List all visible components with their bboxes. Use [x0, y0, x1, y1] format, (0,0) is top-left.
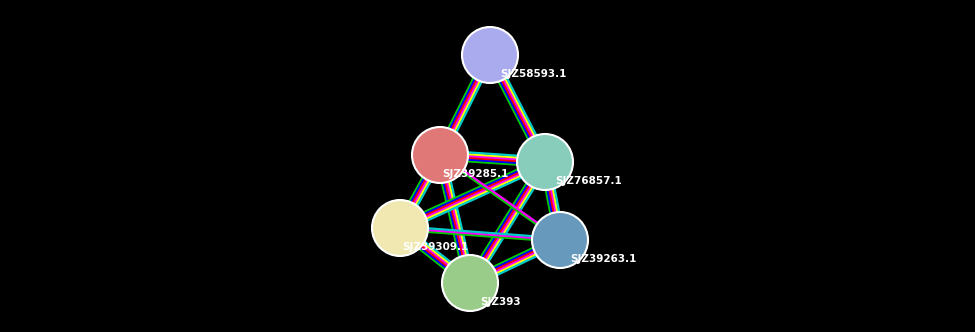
Circle shape — [442, 255, 498, 311]
Circle shape — [372, 200, 428, 256]
Text: SJZ39309.1: SJZ39309.1 — [402, 242, 468, 252]
Circle shape — [412, 127, 468, 183]
Text: SJZ39263.1: SJZ39263.1 — [570, 254, 637, 264]
Text: SJZ39285.1: SJZ39285.1 — [442, 169, 508, 179]
Text: SJZ76857.1: SJZ76857.1 — [555, 176, 622, 186]
Circle shape — [462, 27, 518, 83]
Text: SJZ393: SJZ393 — [480, 297, 521, 307]
Text: SJZ58593.1: SJZ58593.1 — [500, 69, 566, 79]
Circle shape — [532, 212, 588, 268]
Circle shape — [517, 134, 573, 190]
